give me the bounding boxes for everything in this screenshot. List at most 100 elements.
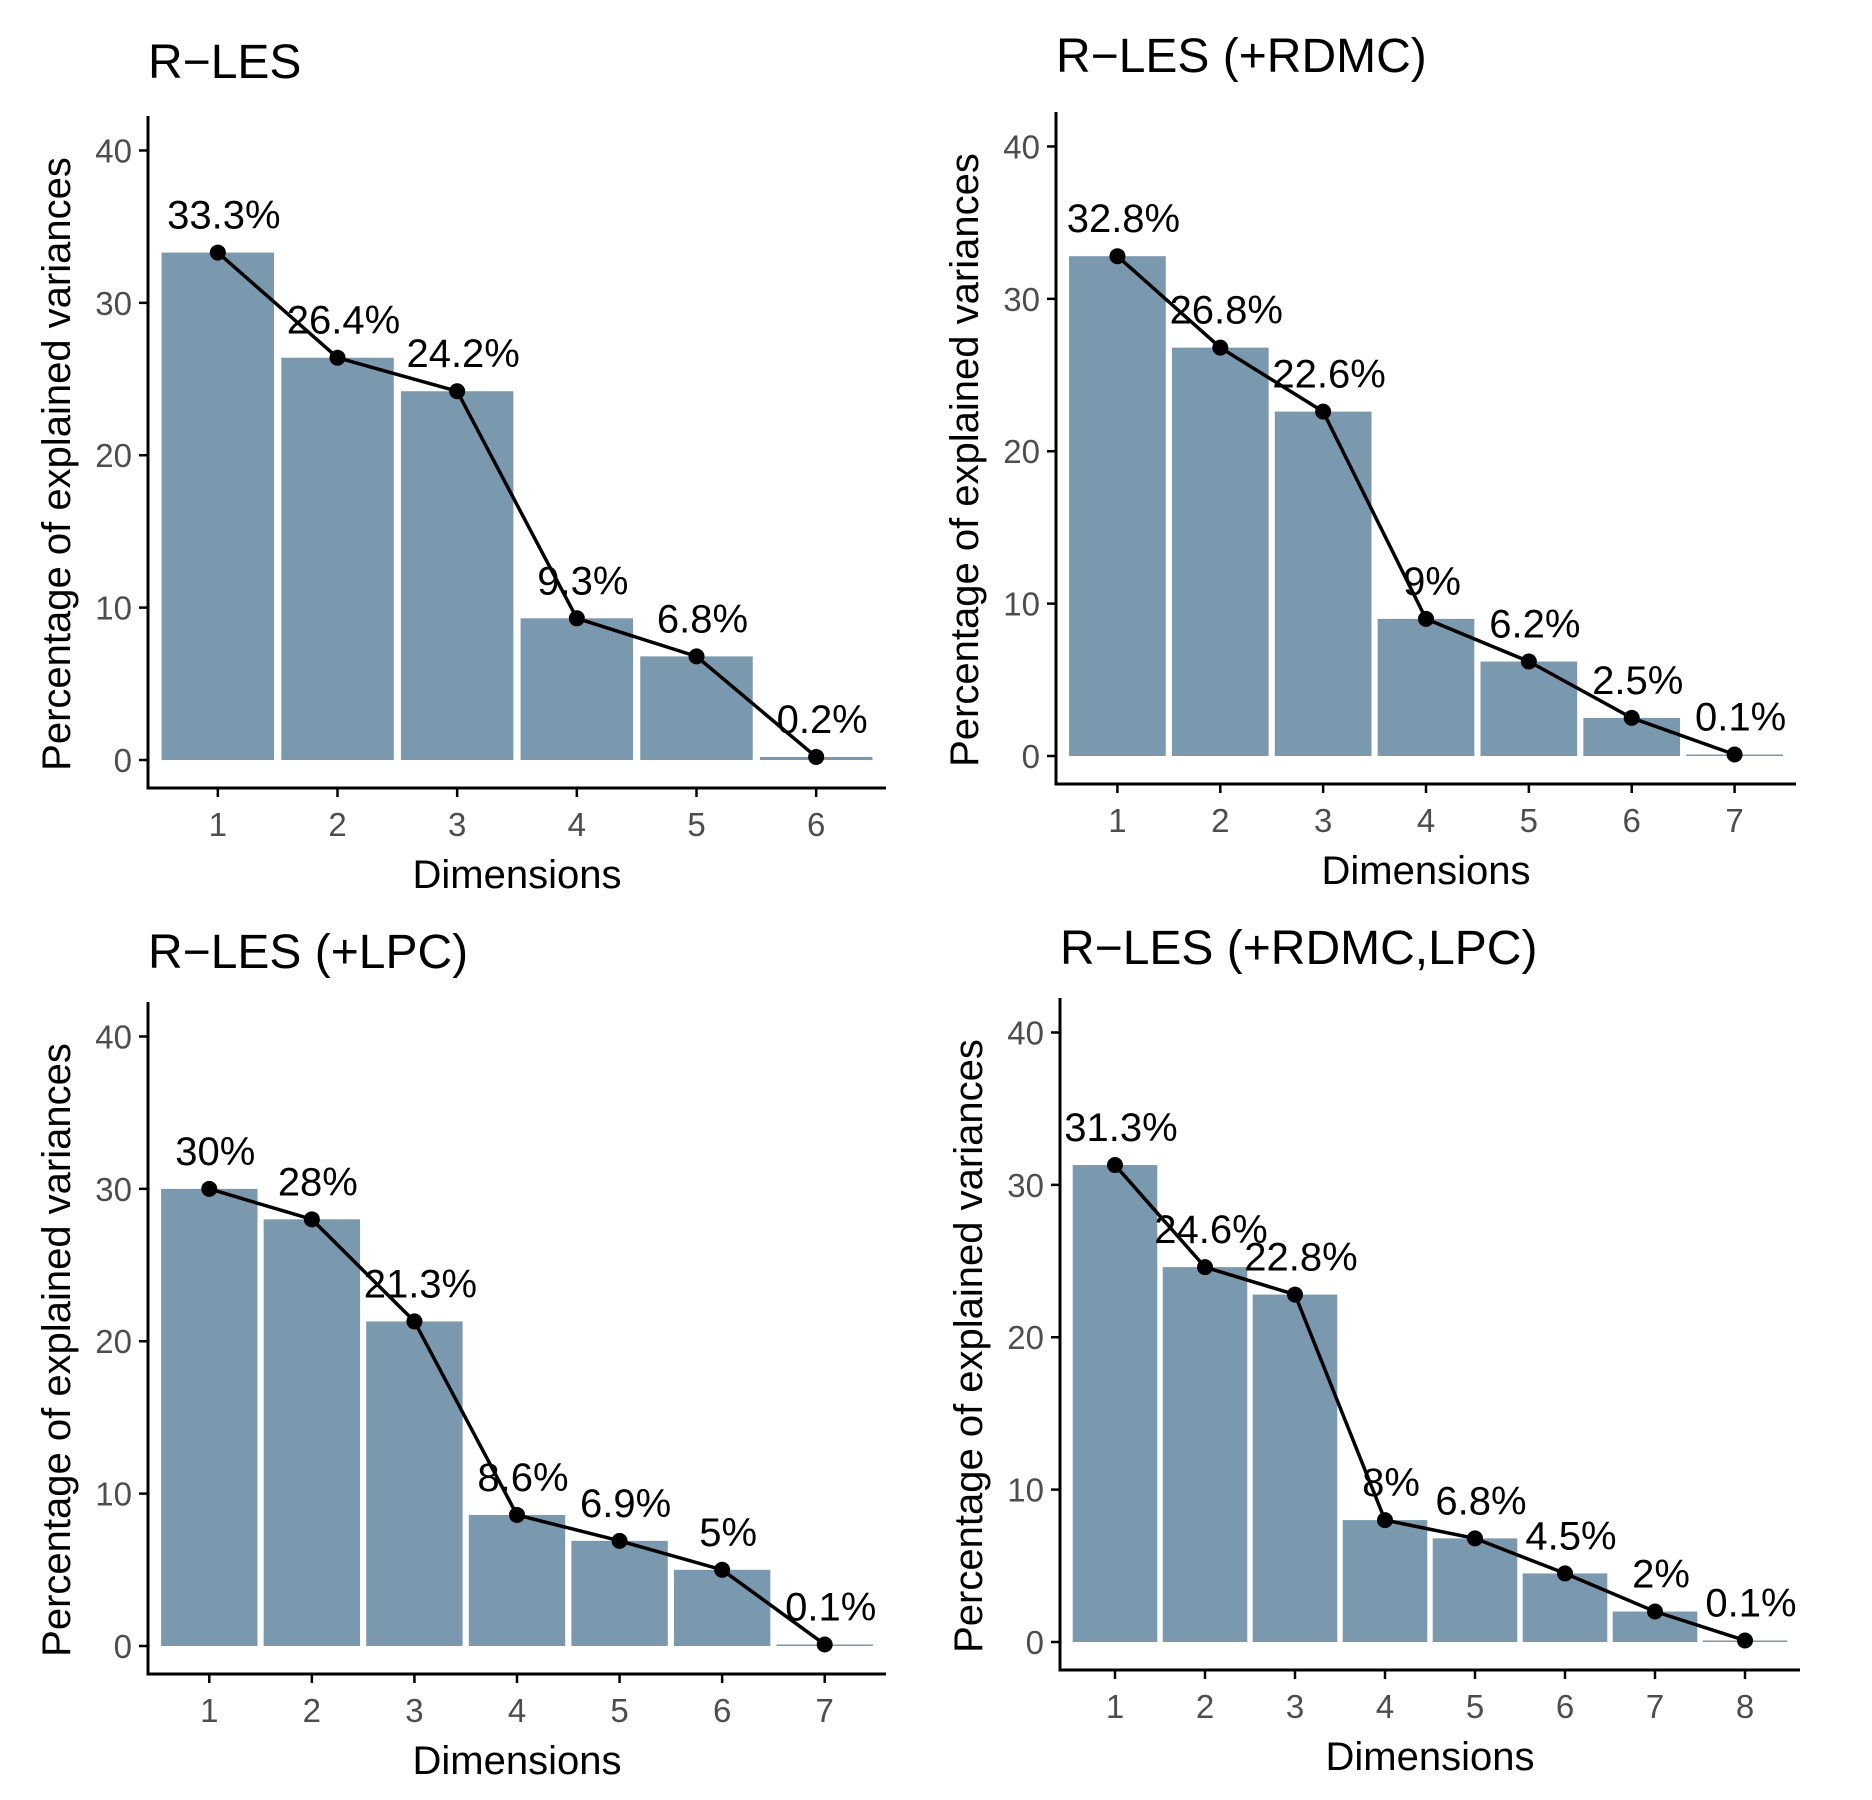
y-tick-label-30: 30 [95,285,132,322]
x-tick-label-1: 1 [1108,802,1126,839]
y-axis-title: Percentage of explained variances [943,153,987,767]
bar-dim-2 [1162,1267,1248,1642]
point-dim-5 [1467,1530,1483,1547]
data-label-dim-5: 6.8% [657,597,748,641]
panel-title: R−LES [148,36,301,89]
panel-title: R−LES (+RDMC,LPC) [1060,922,1537,975]
x-tick-label-2: 2 [328,806,346,843]
y-tick-label-0: 0 [1022,738,1040,775]
bar-dim-3 [366,1321,463,1646]
point-dim-5 [688,648,705,665]
bar-dim-4 [1342,1520,1428,1642]
bar-dim-4 [520,618,634,760]
bar-dim-3 [1252,1294,1338,1642]
point-dim-1 [1109,248,1126,265]
x-tick-label-2: 2 [1211,802,1229,839]
point-dim-7 [1647,1603,1663,1620]
y-tick-label-20: 20 [1003,433,1040,470]
panel-title: R−LES (+LPC) [148,926,468,979]
data-label-dim-3: 22.8% [1244,1236,1357,1280]
point-dim-4 [1418,610,1434,627]
x-tick-label-5: 5 [687,806,705,843]
x-axis-title: Dimensions [1326,1735,1535,1779]
x-tick-label-3: 3 [448,806,466,843]
point-dim-2 [303,1211,320,1228]
x-tick-label-4: 4 [568,806,586,843]
data-label-dim-7: 0.1% [1695,695,1786,739]
y-tick-label-20: 20 [95,437,132,474]
y-tick-label-0: 0 [114,742,132,779]
x-tick-label-5: 5 [610,1692,628,1729]
data-label-dim-4: 8% [1362,1461,1420,1505]
y-axis-title: Percentage of explained variances [35,1043,79,1657]
y-tick-label-30: 30 [95,1171,132,1208]
bar-dim-3 [1274,411,1372,756]
point-dim-5 [1520,653,1537,670]
data-label-dim-1: 31.3% [1064,1106,1177,1150]
x-tick-label-3: 3 [1286,1688,1304,1725]
data-label-dim-3: 22.6% [1272,353,1385,397]
data-label-dim-3: 21.3% [364,1262,477,1306]
x-tick-label-2: 2 [303,1692,321,1729]
x-tick-label-8: 8 [1736,1688,1754,1725]
y-axis-title: Percentage of explained variances [947,1039,991,1653]
bar-dim-1 [1069,256,1166,756]
x-tick-label-4: 4 [508,1692,526,1729]
point-dim-7 [1726,746,1743,763]
x-tick-label-4: 4 [1417,802,1435,839]
data-label-dim-5: 6.9% [580,1482,671,1526]
bar-dim-1 [161,1188,258,1646]
panel-title: R−LES (+RDMC) [1056,30,1427,83]
x-tick-label-2: 2 [1196,1688,1214,1725]
data-label-dim-2: 26.8% [1170,289,1283,333]
point-dim-4 [1377,1512,1393,1529]
data-label-dim-6: 2.5% [1592,659,1683,703]
y-tick-label-10: 10 [95,590,132,627]
data-label-dim-6: 4.5% [1525,1514,1616,1558]
data-label-dim-2: 28% [278,1160,358,1204]
y-tick-label-0: 0 [114,1628,132,1665]
y-tick-label-30: 30 [1007,1167,1044,1204]
data-label-dim-2: 26.4% [287,299,400,343]
x-tick-label-5: 5 [1520,802,1538,839]
bar-dim-2 [1171,347,1269,756]
y-axis-title: Percentage of explained variances [35,157,79,771]
y-tick-label-10: 10 [95,1476,132,1513]
data-label-dim-7: 2% [1632,1553,1690,1597]
bar-dim-6 [1522,1573,1608,1642]
x-tick-label-7: 7 [1646,1688,1664,1725]
data-label-dim-3: 24.2% [406,332,519,376]
bar-dim-6 [673,1569,771,1646]
point-dim-2 [1197,1259,1213,1276]
bar-dim-2 [263,1219,361,1646]
point-dim-7 [816,1636,833,1653]
y-tick-label-40: 40 [95,132,132,169]
y-tick-label-40: 40 [1007,1014,1044,1051]
variance-line [1113,1163,1746,1643]
x-tick-label-4: 4 [1376,1688,1394,1725]
x-tick-label-6: 6 [807,806,825,843]
x-tick-label-6: 6 [713,1692,731,1729]
point-dim-6 [1557,1565,1573,1582]
point-dim-4 [509,1506,525,1523]
data-label-dim-4: 9.3% [537,559,628,603]
data-label-dim-8: 0.1% [1705,1581,1796,1625]
point-dim-8 [1737,1632,1753,1649]
point-dim-6 [1623,709,1640,726]
y-tick-label-20: 20 [95,1323,132,1360]
data-label-dim-6: 0.2% [777,698,868,742]
panel-r-les-lpc: R−LES (+LPC) 30% 28% 21.3% 8.6% 6.9% 5% 0.1% 0 10… [35,926,886,1783]
bar-dim-4 [1377,618,1475,756]
x-tick-label-7: 7 [1725,802,1743,839]
x-tick-label-6: 6 [1623,802,1641,839]
point-dim-1 [1107,1157,1123,1174]
data-label-dim-5: 6.8% [1435,1479,1526,1523]
point-dim-4 [568,610,585,627]
x-tick-label-1: 1 [200,1692,218,1729]
point-dim-3 [406,1313,423,1330]
bar-dim-5 [1432,1538,1518,1642]
point-dim-3 [1287,1286,1303,1303]
data-label-dim-4: 8.6% [477,1456,568,1500]
bar-dim-4 [468,1514,566,1646]
y-tick-label-10: 10 [1003,586,1040,623]
